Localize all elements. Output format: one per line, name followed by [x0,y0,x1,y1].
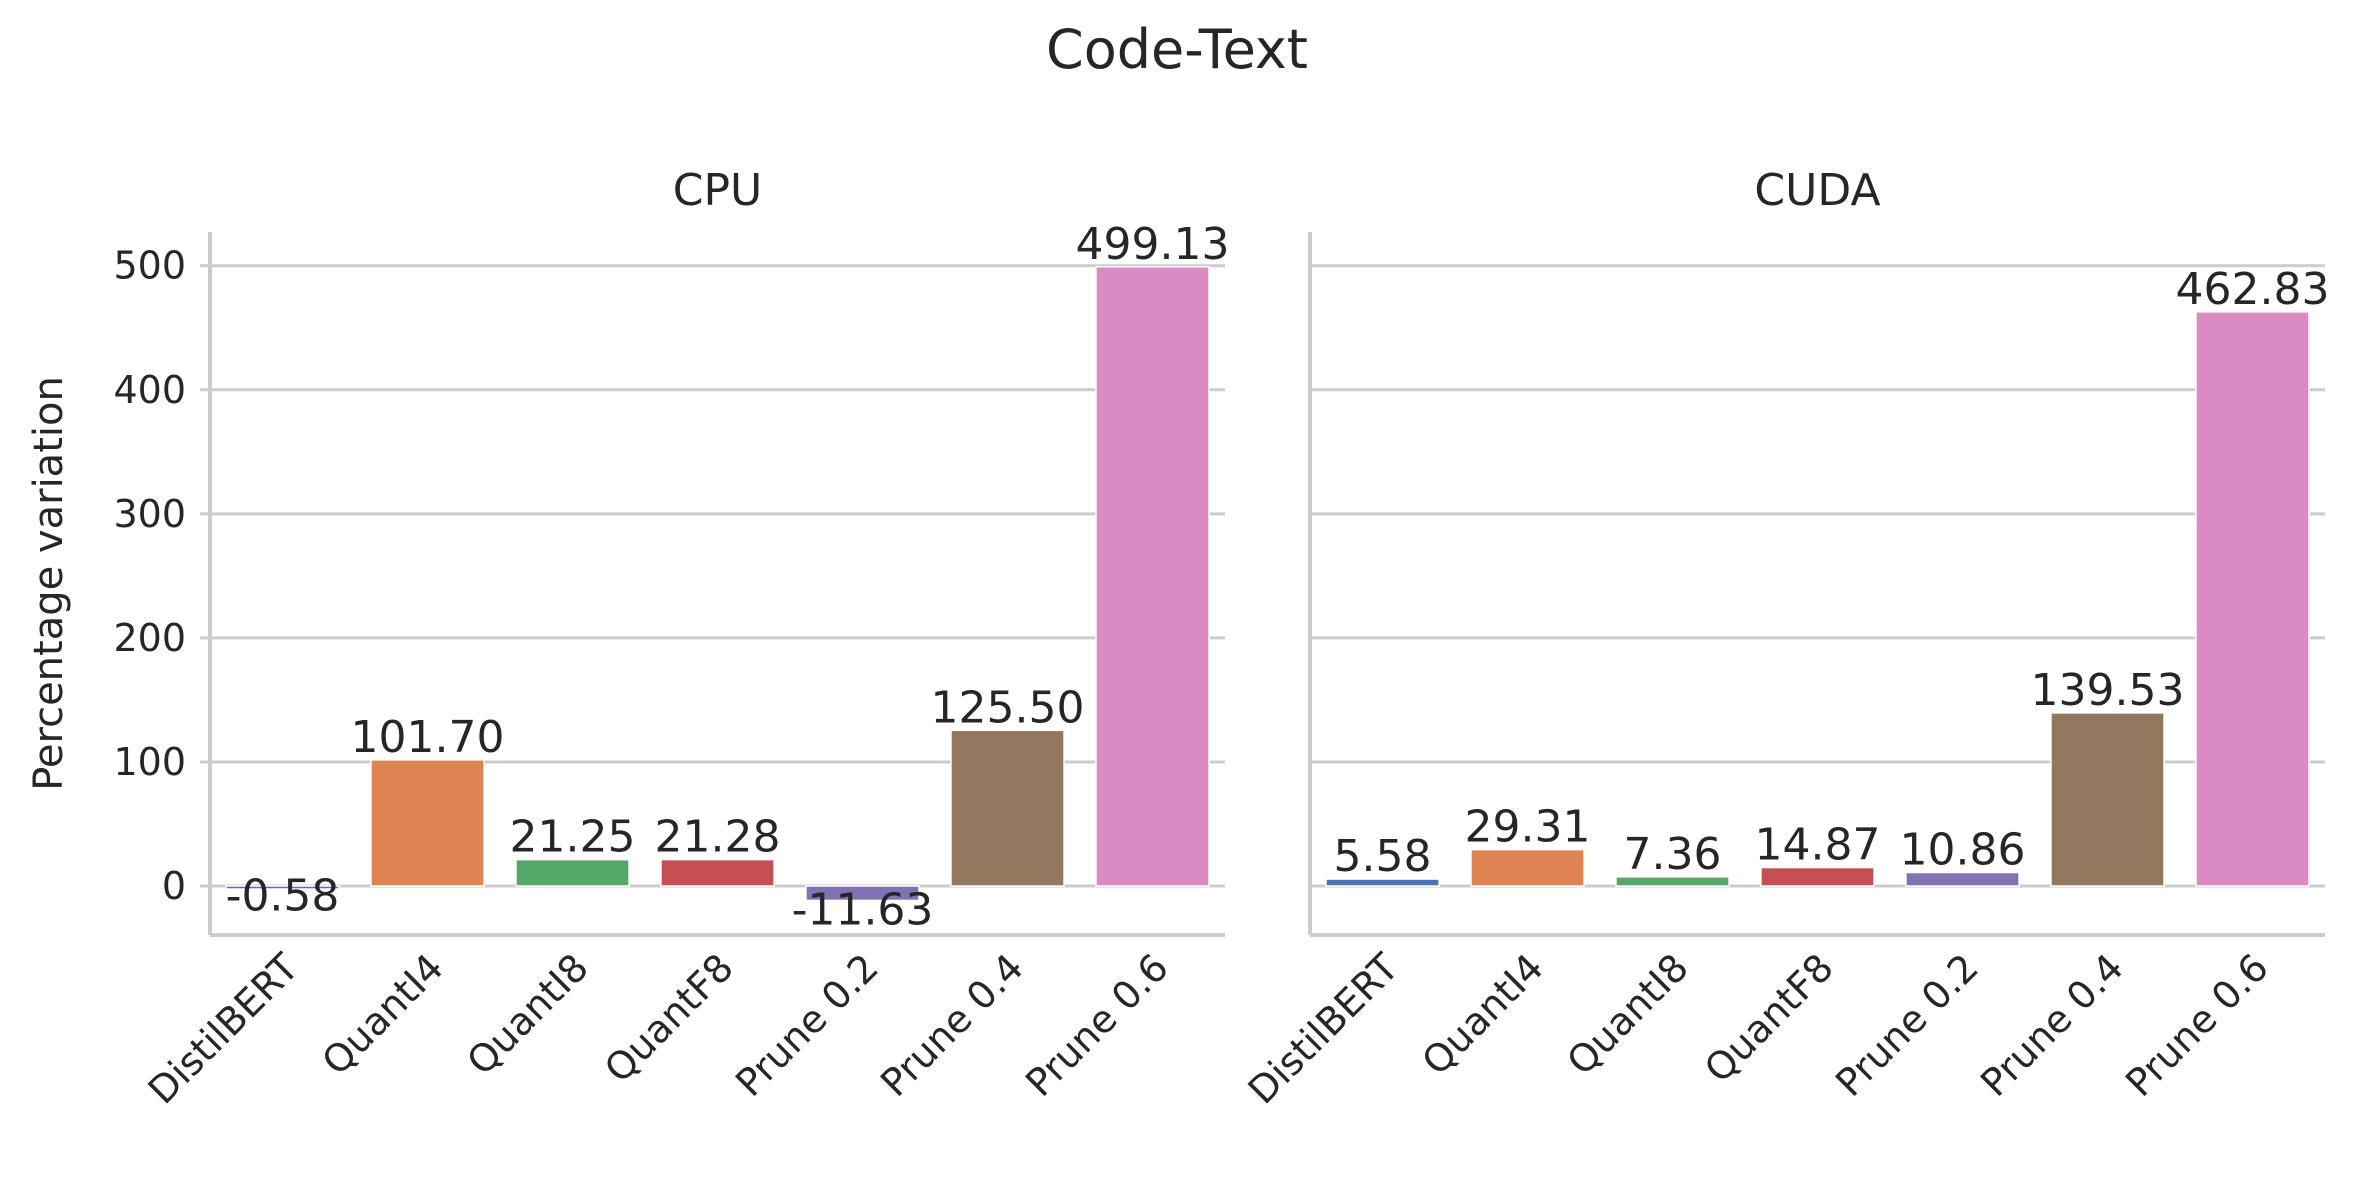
bar-distilbert [1325,878,1440,887]
x-tick-label: Prune 0.4 [872,945,1032,1105]
bar-prune-0-2 [1905,871,2020,887]
data-label: 21.25 [510,812,636,863]
bar-quanti8 [515,858,630,887]
x-tick-label: QuantI8 [1559,945,1697,1083]
x-tick-label: Prune 0.4 [1972,945,2132,1105]
data-label: 29.31 [1465,802,1591,853]
data-label: 10.86 [1900,825,2026,876]
x-tick-label: Prune 0.6 [2117,945,2277,1105]
data-label: 139.53 [2031,665,2185,716]
x-tick-label: QuantI8 [459,945,597,1083]
data-label: 499.13 [1076,219,1230,270]
bar-quanti8 [1615,876,1730,887]
bar-quanti4 [370,759,485,887]
chart-title: Code-Text [1046,18,1308,81]
y-tick-label: 200 [113,616,186,660]
bar-prune-0-6 [2195,311,2310,887]
data-label: 462.83 [2176,264,2330,315]
data-label: 5.58 [1334,831,1432,882]
bar-prune-0-4 [2050,712,2165,887]
y-axis-label: Percentage variation [26,376,72,791]
y-tick-label: 400 [113,368,186,412]
panel-title: CUDA [1754,165,1880,216]
panel-title: CPU [673,165,762,216]
y-tick-label: 300 [113,492,186,536]
bar-distilbert [225,885,340,890]
x-tick-label: Prune 0.2 [727,945,887,1105]
x-tick-label: DistilBERT [140,945,308,1113]
data-label: 14.87 [1755,820,1881,871]
bar-quantf8 [1760,866,1875,887]
data-label: -11.63 [792,884,934,935]
bar-prune-0-2 [805,885,920,902]
y-tick-label: 500 [113,244,186,288]
data-label: 125.50 [931,682,1085,733]
x-tick-label: QuantI4 [314,945,452,1083]
x-tick-label: Prune 0.2 [1827,945,1987,1105]
x-tick-label: DistilBERT [1240,945,1408,1113]
data-label: 101.70 [351,712,505,763]
bar-quantf8 [660,858,775,887]
x-tick-label: QuantI4 [1414,945,1552,1083]
data-label: 21.28 [655,812,781,863]
x-tick-label: QuantF8 [596,945,742,1091]
x-tick-label: QuantF8 [1696,945,1842,1091]
x-tick-label: Prune 0.6 [1017,945,1177,1105]
data-label: 7.36 [1624,829,1722,880]
y-tick-label: 100 [113,740,186,784]
bar-prune-0-4 [950,729,1065,887]
bar-quanti4 [1470,848,1585,887]
bar-prune-0-6 [1095,266,1210,887]
data-label: -0.58 [226,871,340,922]
y-tick-label: 0 [162,864,186,908]
